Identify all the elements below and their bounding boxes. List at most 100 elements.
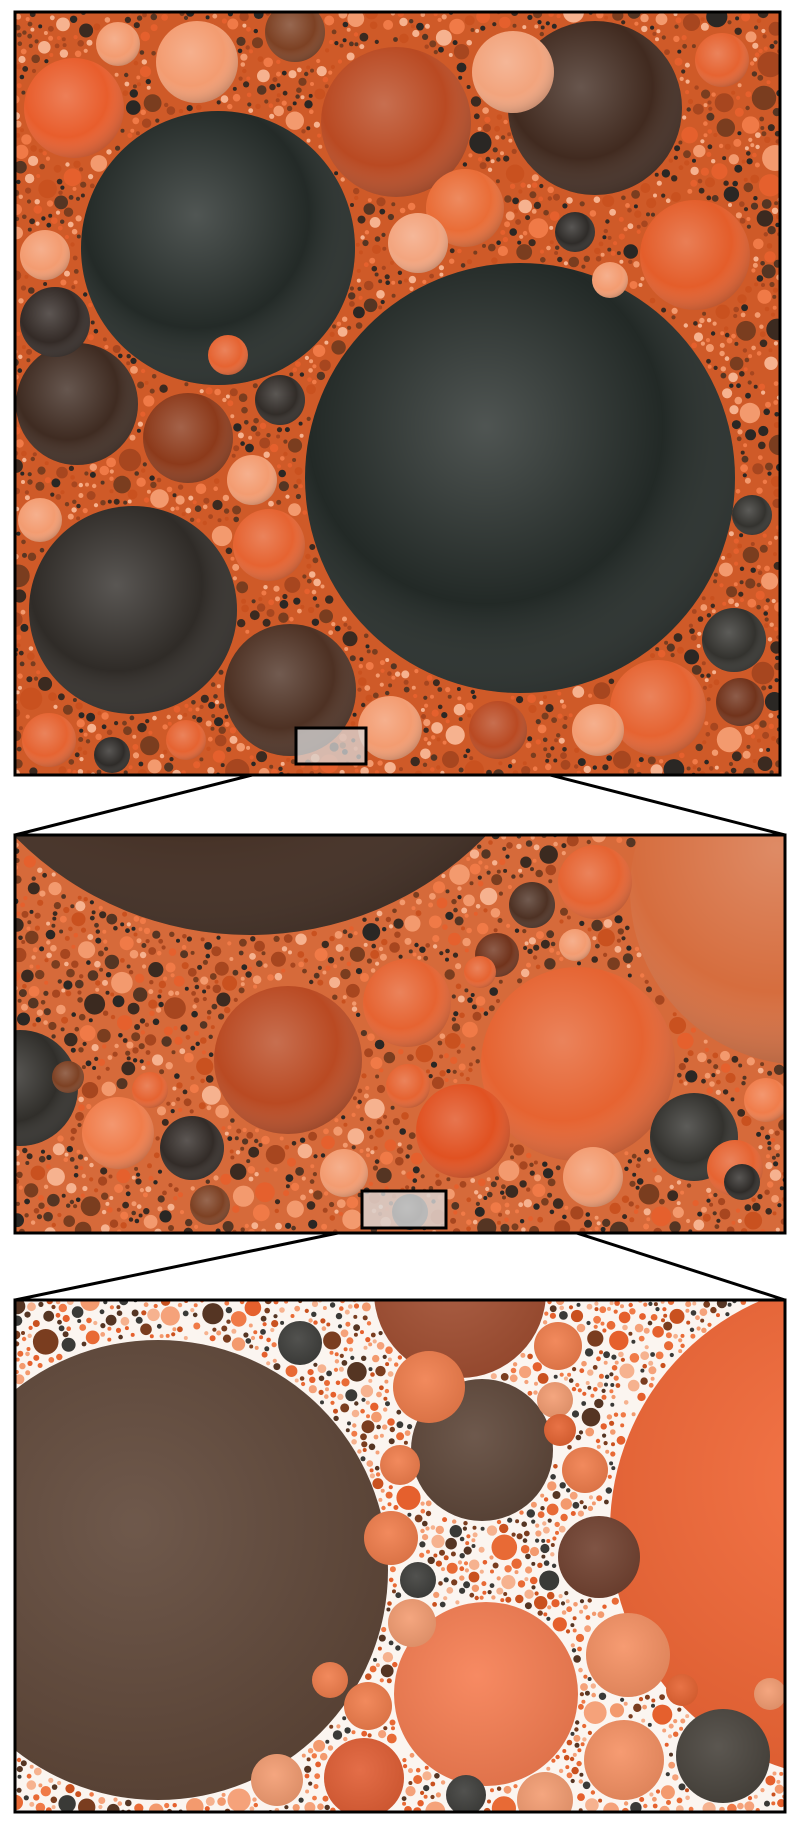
selection-box-1 [294, 726, 368, 766]
overview-small-823 [304, 588, 310, 595]
zoom1-small-520 [139, 1018, 146, 1024]
zoom1-circle-0 [15, 835, 487, 935]
zoom2-small-740 [575, 1382, 580, 1388]
overview-small-678 [136, 477, 146, 487]
overview-small-414 [690, 634, 697, 641]
zoom2-small-73 [324, 1380, 330, 1386]
zoom2-small-346 [610, 1451, 616, 1457]
overview-small-961 [354, 42, 359, 47]
zoom1-small-812 [659, 1198, 665, 1205]
zoom2-small-498 [543, 1560, 550, 1566]
overview-small-587 [236, 742, 245, 752]
overview-small-856 [276, 71, 281, 77]
overview-small-1008 [539, 31, 544, 37]
zoom1-small-2 [607, 957, 620, 970]
overview-small-344 [756, 487, 763, 494]
zoom2-small-568 [325, 1739, 330, 1744]
zoom1-small-475 [51, 1034, 56, 1039]
zoom1-small-472 [134, 1218, 140, 1224]
zoom1-small-160 [61, 988, 66, 993]
zoom2-small-605 [419, 1552, 425, 1558]
overview-small-1022 [764, 565, 770, 572]
zoom1-small-326 [506, 842, 513, 849]
zoom2-small-280 [678, 1783, 686, 1791]
zoom2-small-232 [441, 1567, 445, 1572]
overview-small-363 [706, 112, 715, 121]
overview-small-690 [748, 137, 753, 142]
overview-small-318 [719, 583, 724, 588]
overview-small-1282 [221, 18, 227, 24]
overview-small-274 [568, 256, 580, 268]
zoom1-small-605 [540, 939, 550, 949]
overview-small-1454 [181, 512, 186, 517]
overview-small-137 [380, 299, 385, 305]
zoom2-circle-5 [676, 1709, 770, 1803]
zoom2-small-239 [379, 1678, 384, 1683]
zoom1-small-388 [46, 1167, 65, 1186]
overview-small-860 [420, 12, 426, 17]
zoom1-small-132 [148, 962, 164, 978]
zoom2-small-186 [376, 1342, 385, 1350]
zoom1-small-898 [200, 976, 209, 985]
overview-circle-7 [24, 58, 124, 158]
zoom1-small-357 [32, 1022, 37, 1027]
zoom2-small-539 [551, 1758, 556, 1763]
zoom2-small-598 [553, 1374, 558, 1379]
zoom2-small-229 [379, 1385, 384, 1391]
zoom1-small-695 [23, 896, 28, 901]
zoom2-small-657 [99, 1309, 105, 1315]
overview-small-826 [466, 39, 473, 46]
zoom2-small-288 [107, 1326, 112, 1331]
overview-small-139 [18, 55, 26, 64]
overview-small-48 [476, 12, 490, 24]
zoom1-small-1025 [323, 1128, 329, 1135]
zoom2-small-656 [609, 1389, 614, 1394]
overview-small-816 [137, 381, 145, 389]
overview-small-307 [276, 83, 281, 88]
overview-small-612 [139, 50, 145, 55]
zoom1-small-464 [742, 1075, 747, 1080]
zoom2-circle-10 [278, 1321, 322, 1365]
zoom2-circle-13 [388, 1599, 436, 1647]
overview-small-1448 [60, 185, 65, 190]
zoom1-small-979 [443, 1053, 449, 1059]
overview-small-994 [502, 236, 509, 243]
zoom2-small-551 [459, 1587, 466, 1594]
zoom1-small-527 [74, 1165, 79, 1170]
zoom2-small-546 [664, 1341, 674, 1351]
zoom2-small-333 [389, 1719, 396, 1726]
zoom1-small-100 [462, 937, 471, 947]
overview-small-377 [246, 26, 251, 32]
zoom2-small-801 [330, 1400, 335, 1405]
overview-small-1027 [602, 764, 609, 771]
overview-small-570 [408, 275, 417, 284]
zoom1-small-381 [595, 943, 600, 949]
zoom1-small-378 [384, 1186, 389, 1191]
zoom2-small-654 [353, 1324, 360, 1331]
overview-small-803 [513, 209, 519, 214]
overview-small-1152 [757, 570, 763, 575]
zoom1-small-741 [81, 1065, 86, 1070]
overview-small-158 [31, 54, 40, 64]
zoom1-small-11 [24, 1198, 30, 1205]
overview-small-351 [159, 384, 168, 393]
zoom1-small-42 [200, 1078, 205, 1084]
zoom2-small-671 [317, 1803, 324, 1810]
zoom1-small-174 [622, 1214, 628, 1220]
zoom1-small-227 [53, 902, 62, 910]
overview-small-866 [697, 631, 702, 636]
overview-small-814 [22, 66, 29, 72]
overview-small-384 [706, 697, 711, 702]
overview-small-298 [453, 703, 466, 716]
overview-small-0 [706, 358, 711, 364]
overview-small-952 [213, 694, 218, 699]
overview-small-337 [118, 448, 142, 472]
zoom1-small-835 [165, 1062, 173, 1070]
zoom1-small-50 [342, 1209, 363, 1230]
overview-small-1374 [535, 739, 541, 745]
zoom1-small-573 [57, 1135, 64, 1142]
zoom1-circle-7 [363, 959, 451, 1047]
overview-small-1494 [692, 765, 697, 770]
zoom2-small-345 [560, 1513, 568, 1522]
zoom1-small-405 [327, 957, 335, 964]
